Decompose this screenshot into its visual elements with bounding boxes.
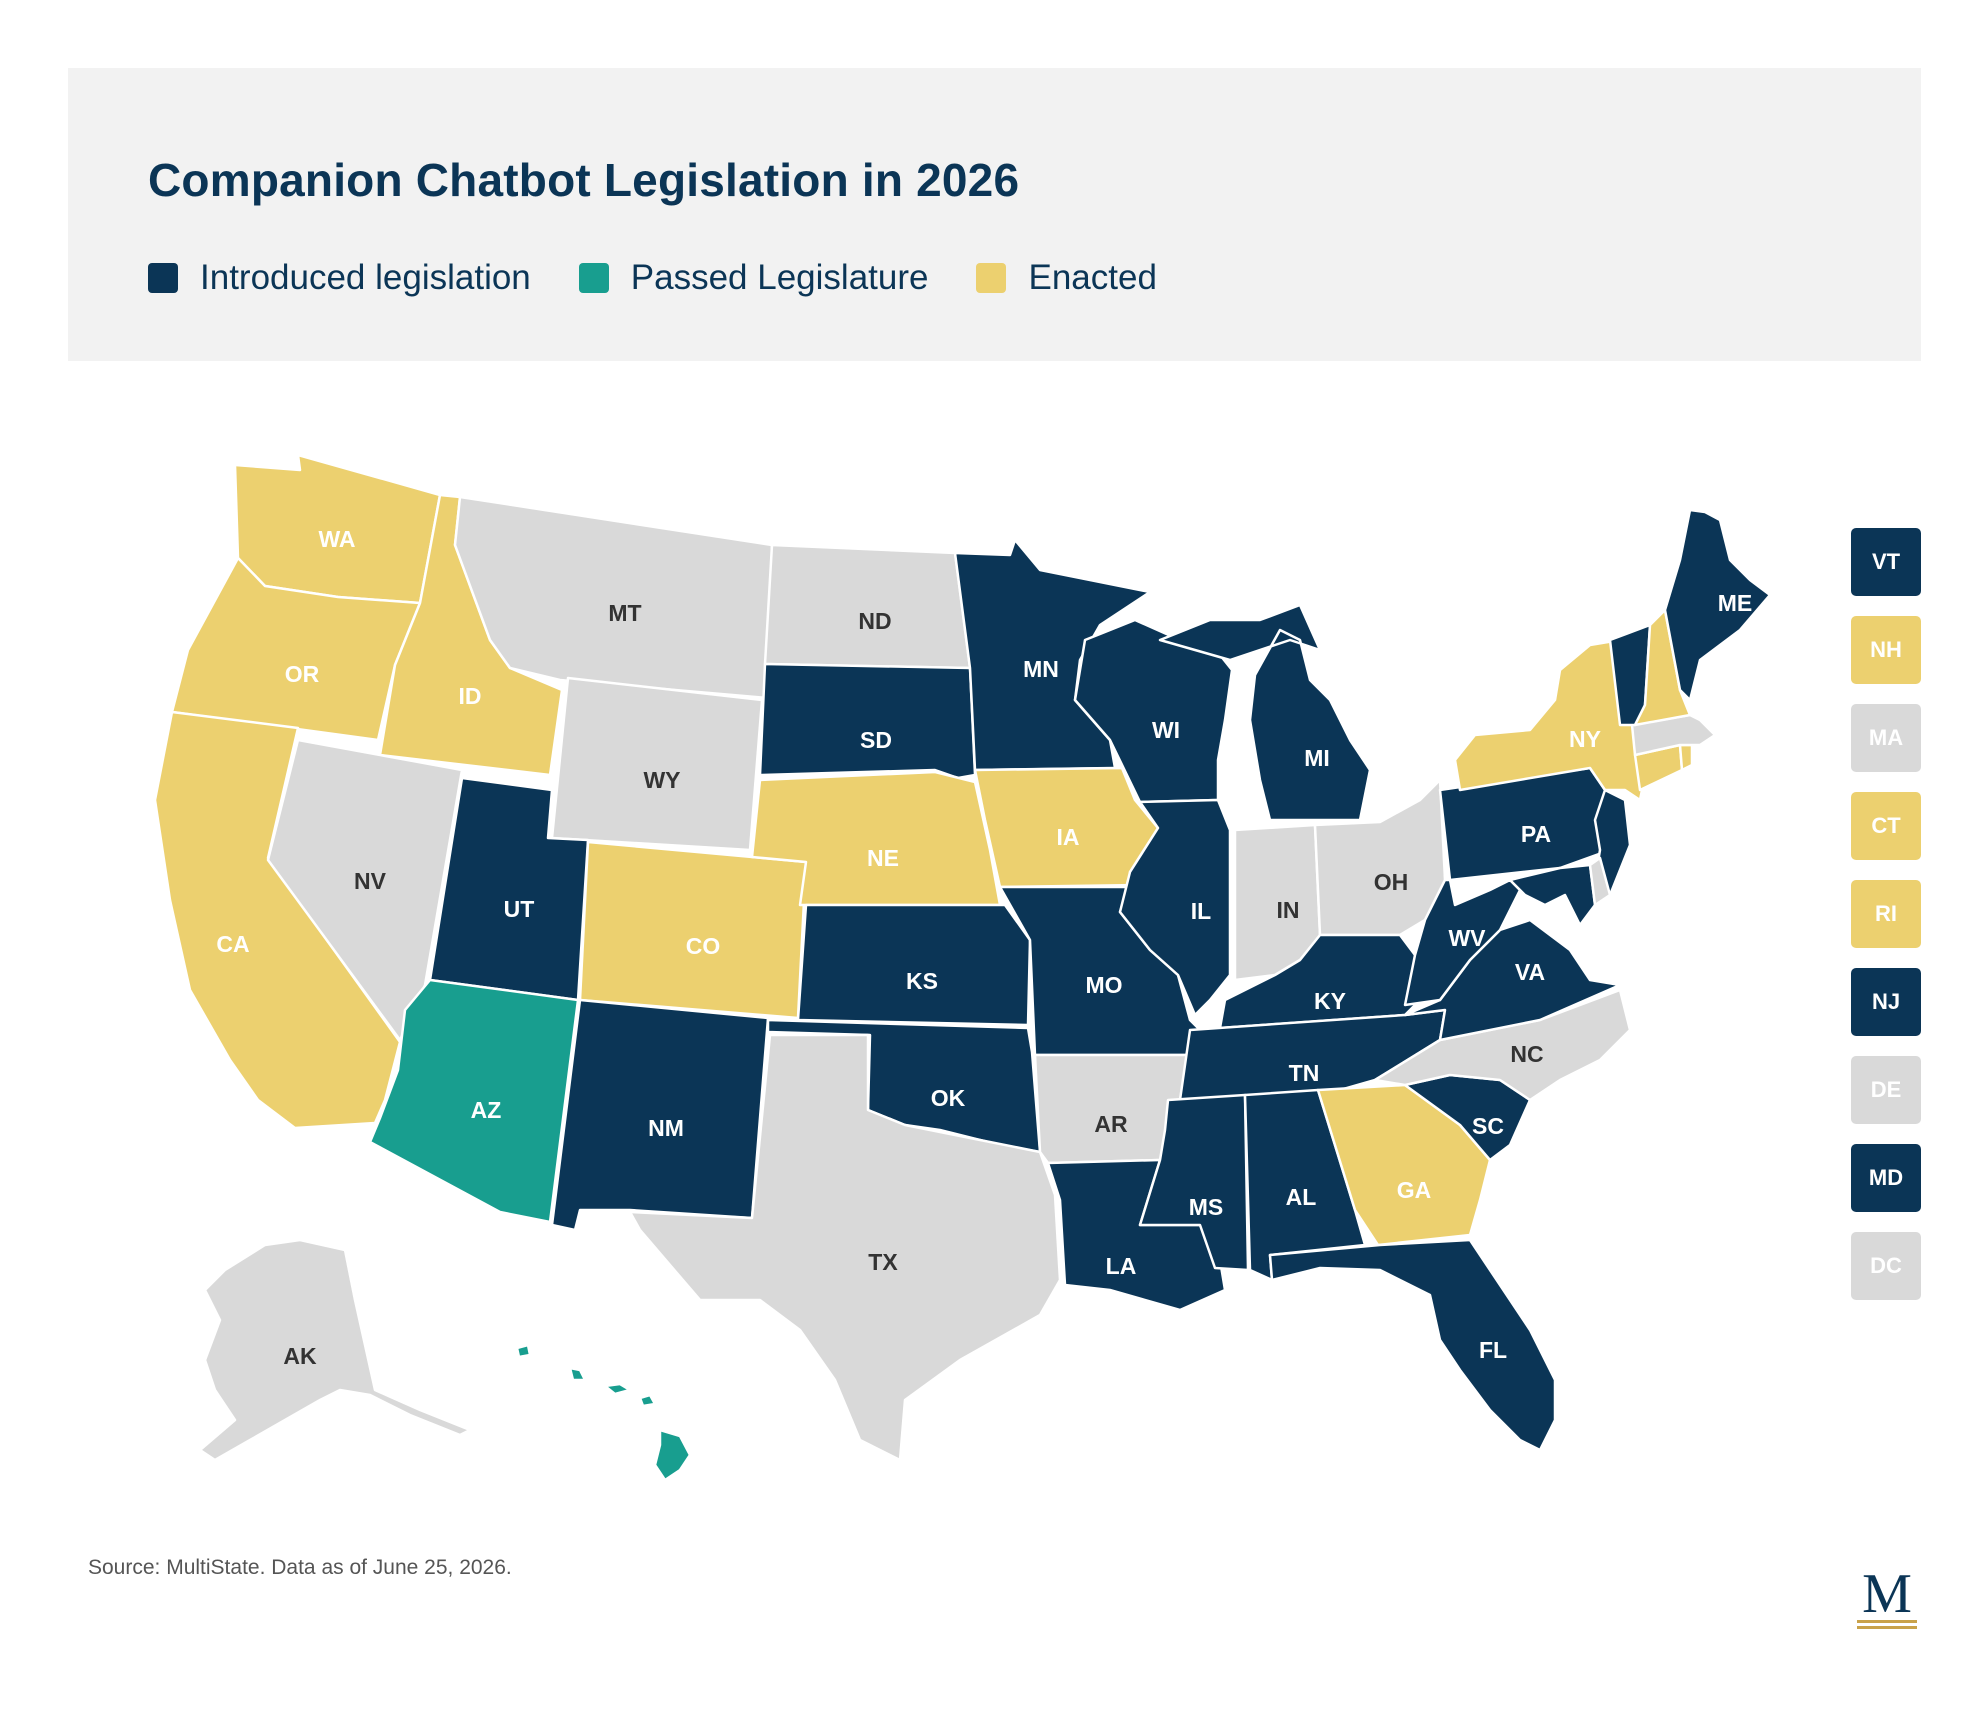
state-nc	[1373, 988, 1632, 1102]
state-label-nm: NM	[648, 1115, 684, 1141]
state-label-mn: MN	[1023, 656, 1059, 682]
state-wv	[1403, 878, 1522, 1007]
legend: Introduced legislation Passed Legislatur…	[148, 258, 1205, 298]
side-box-nh: NH	[1851, 616, 1921, 684]
state-label-ky: KY	[1314, 988, 1346, 1014]
state-ak	[198, 1238, 472, 1462]
state-label-la: LA	[1106, 1253, 1137, 1279]
header-panel: Companion Chatbot Legislation in 2026 In…	[68, 68, 1921, 361]
state-label-mo: MO	[1085, 972, 1122, 998]
state-me	[1663, 508, 1772, 702]
state-label-pa: PA	[1521, 821, 1551, 847]
state-label-ga: GA	[1397, 1177, 1432, 1203]
state-label-wa: WA	[318, 526, 355, 552]
state-label-in: IN	[1277, 897, 1300, 923]
state-tx	[628, 1033, 1062, 1462]
side-box-de: DE	[1851, 1056, 1921, 1124]
side-box-dc: DC	[1851, 1232, 1921, 1300]
legend-label-introduced: Introduced legislation	[200, 258, 531, 297]
state-label-hi: HI	[633, 1431, 656, 1457]
state-label-wi: WI	[1152, 717, 1180, 743]
state-label-ne: NE	[867, 845, 899, 871]
side-box-ri: RI	[1851, 880, 1921, 948]
state-label-oh: OH	[1374, 869, 1409, 895]
state-label-ak: AK	[283, 1343, 317, 1369]
state-label-id: ID	[459, 683, 482, 709]
legend-label-enacted: Enacted	[1028, 258, 1157, 297]
legend-swatch-passed	[578, 263, 609, 293]
state-az	[368, 978, 580, 1224]
state-label-nd: ND	[858, 608, 891, 634]
state-label-or: OR	[285, 661, 320, 687]
side-box-ma: MA	[1851, 704, 1921, 772]
source-note: Source: MultiState. Data as of June 25, …	[88, 1556, 512, 1579]
state-fl	[1268, 1238, 1557, 1452]
legend-item-passed: Passed Legislature	[578, 258, 929, 298]
state-wy	[550, 676, 764, 852]
legend-swatch-introduced	[148, 263, 178, 293]
state-ma	[1630, 713, 1717, 757]
state-sd	[758, 662, 977, 780]
multistate-logo: M	[1851, 1563, 1923, 1632]
legend-item-introduced: Introduced legislation	[148, 258, 531, 298]
state-nd	[763, 543, 972, 670]
state-ks	[796, 903, 1032, 1027]
state-label-nv: NV	[354, 868, 387, 894]
legend-label-passed: Passed Legislature	[630, 258, 929, 297]
state-label-ia: IA	[1057, 824, 1080, 850]
state-co	[578, 840, 808, 1020]
state-hi	[515, 1343, 692, 1482]
state-label-az: AZ	[471, 1097, 502, 1123]
state-label-mi: MI	[1304, 745, 1330, 771]
chart-title: Companion Chatbot Legislation in 2026	[148, 154, 1020, 206]
side-box-md: MD	[1851, 1144, 1921, 1212]
state-mi	[1158, 603, 1372, 822]
state-label-nc: NC	[1510, 1041, 1543, 1067]
state-label-ms: MS	[1189, 1194, 1224, 1220]
state-label-wy: WY	[643, 767, 680, 793]
state-label-ca: CA	[216, 931, 249, 957]
state-label-mt: MT	[608, 600, 641, 626]
state-md	[1508, 863, 1597, 927]
state-label-ar: AR	[1094, 1111, 1128, 1137]
state-label-ny: NY	[1569, 726, 1601, 752]
state-label-tn: TN	[1289, 1060, 1320, 1086]
side-box-nj: NJ	[1851, 968, 1921, 1036]
state-label-ut: UT	[504, 896, 535, 922]
logo-letter: M	[1862, 1563, 1912, 1625]
logo-bar-1	[1857, 1620, 1917, 1623]
state-ri	[1678, 743, 1694, 772]
legend-item-enacted: Enacted	[976, 258, 1157, 298]
side-box-vt: VT	[1851, 528, 1921, 596]
state-il	[1118, 798, 1232, 1017]
state-label-sd: SD	[860, 727, 892, 753]
state-label-me: ME	[1718, 590, 1753, 616]
state-de	[1588, 856, 1612, 907]
state-label-co: CO	[686, 933, 721, 959]
state-label-tx: TX	[868, 1249, 898, 1275]
state-nm	[550, 998, 770, 1232]
state-label-fl: FL	[1479, 1337, 1507, 1363]
state-label-va: VA	[1515, 959, 1545, 985]
state-label-ok: OK	[931, 1085, 966, 1111]
logo-bar-2	[1857, 1626, 1917, 1629]
state-label-wv: WV	[1448, 925, 1486, 951]
state-label-al: AL	[1286, 1184, 1317, 1210]
small-states-column: VT NH MA CT RI NJ DE MD DC	[1851, 528, 1921, 1320]
state-label-sc: SC	[1472, 1113, 1504, 1139]
state-label-il: IL	[1191, 898, 1211, 924]
side-box-ct: CT	[1851, 792, 1921, 860]
state-label-ks: KS	[906, 968, 938, 994]
legend-swatch-enacted	[976, 263, 1007, 293]
